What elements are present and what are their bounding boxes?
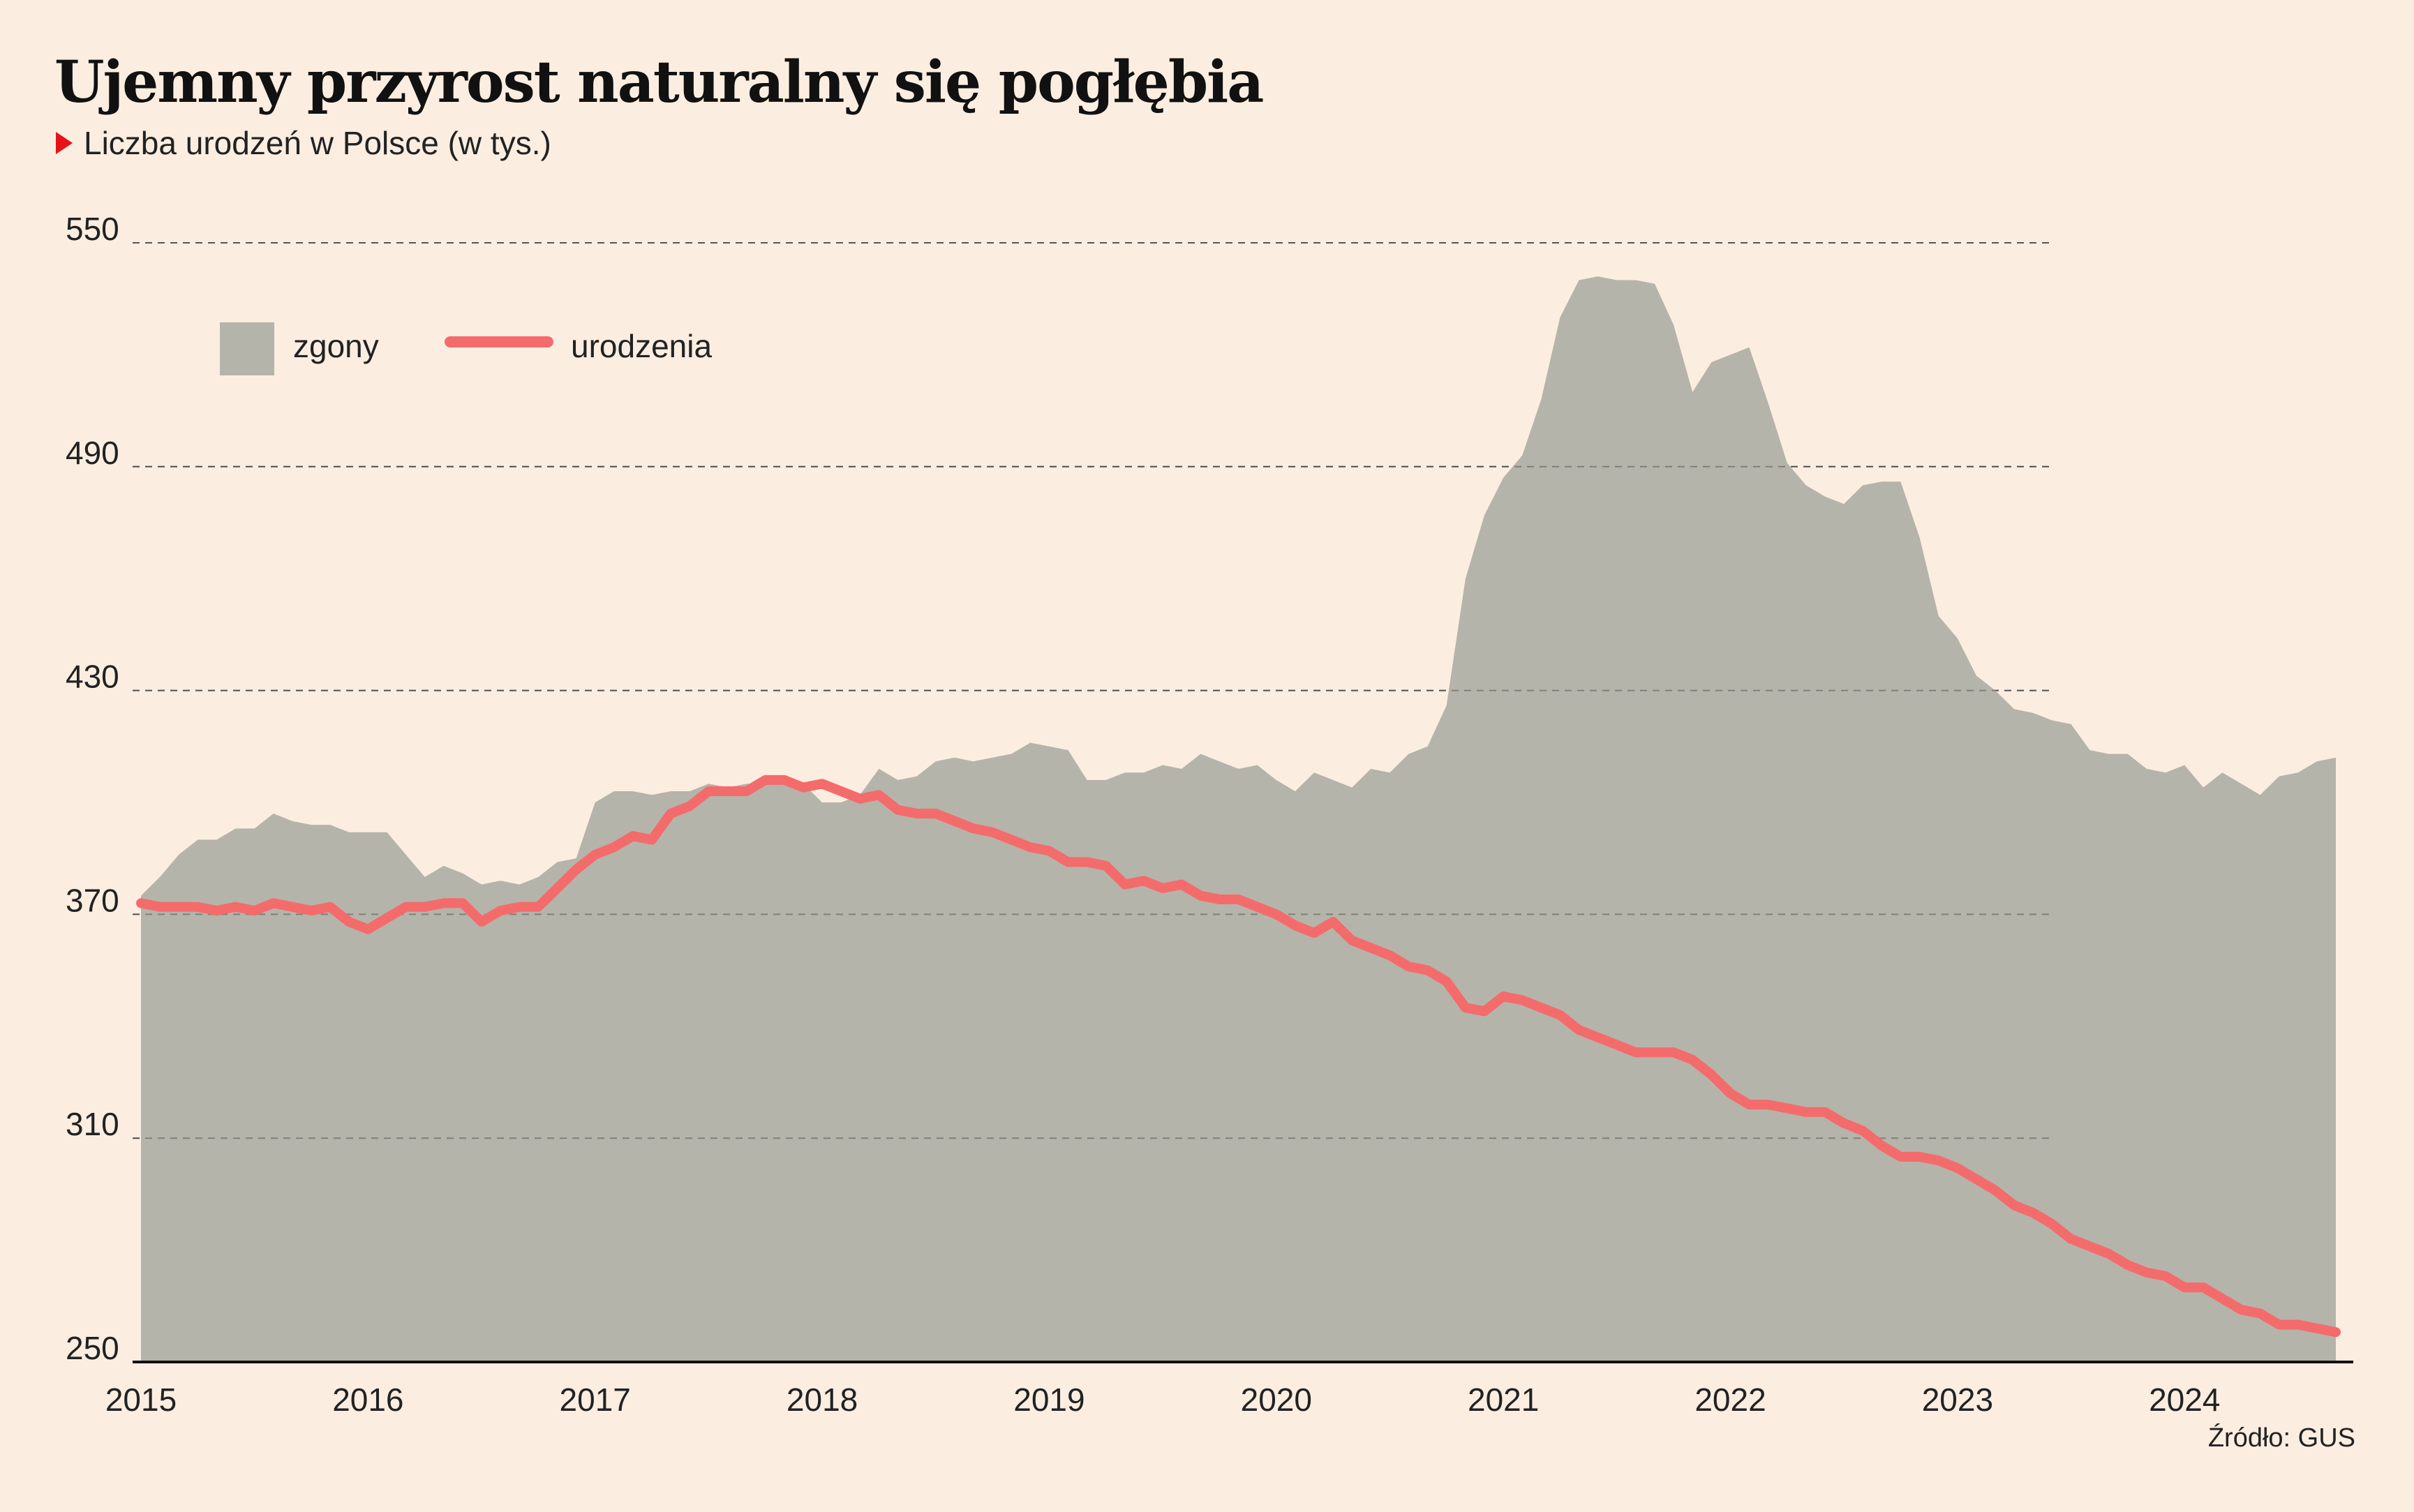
x-tick-label-2015: 2015 — [105, 1382, 177, 1418]
legend-swatch-zgony — [220, 322, 274, 375]
legend-label-urodzenia: urodzenia — [571, 328, 712, 364]
subtitle-row: Liczba urodzeń w Polsce (w tys.) — [56, 124, 551, 162]
deaths-area — [141, 276, 2336, 1363]
births-line — [136, 774, 2341, 1338]
x-tick-label-2020: 2020 — [1241, 1382, 1312, 1418]
x-tick-label-2018: 2018 — [787, 1382, 858, 1418]
chart-title: Ujemny przyrost naturalny się pogłębia — [54, 49, 1264, 116]
x-tick-label-2019: 2019 — [1013, 1382, 1085, 1418]
x-tick-label-2017: 2017 — [560, 1382, 631, 1418]
x-tick-label-2022: 2022 — [1694, 1382, 1766, 1418]
y-tick-label-370: 370 — [66, 882, 119, 918]
x-tick-label-2021: 2021 — [1468, 1382, 1539, 1418]
y-tick-label-430: 430 — [66, 659, 119, 695]
source-note: Źródło: GUS — [2207, 1423, 2355, 1453]
x-tick-labels: 2015 2016 2017 2018 2019 2020 2021 2022 2023 2024 — [105, 1382, 2221, 1418]
x-tick-label-2023: 2023 — [1922, 1382, 1993, 1418]
grid-top-layer — [133, 242, 2049, 1139]
y-tick-labels: 550 490 430 370 310 250 — [66, 211, 119, 1366]
y-tick-label-550: 550 — [66, 211, 119, 247]
legend: zgony urodzenia — [220, 322, 712, 375]
y-tick-label-250: 250 — [66, 1330, 119, 1366]
y-tick-label-310: 310 — [66, 1106, 119, 1142]
x-tick-label-2016: 2016 — [332, 1382, 403, 1418]
x-tick-label-2024: 2024 — [2149, 1382, 2220, 1418]
legend-label-zgony: zgony — [293, 328, 379, 364]
chart-subtitle: Liczba urodzeń w Polsce (w tys.) — [84, 125, 551, 161]
triangle-marker-icon — [56, 132, 73, 154]
y-tick-label-490: 490 — [66, 435, 119, 471]
